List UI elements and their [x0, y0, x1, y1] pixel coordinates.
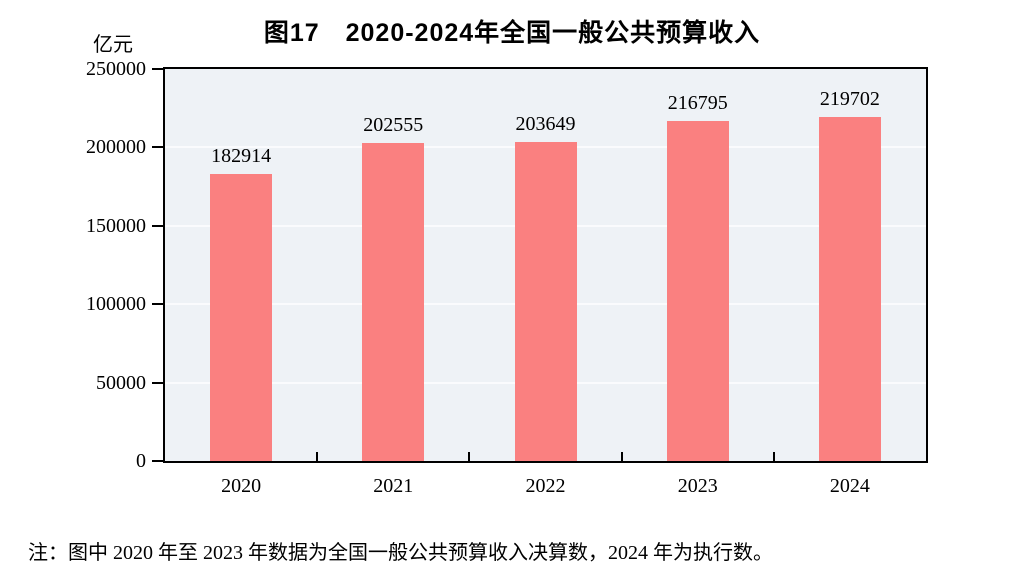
- bar-value-label-2024: 219702: [819, 87, 880, 110]
- plot-area: 182914 202555 203649 216795 219702: [163, 67, 928, 463]
- x-axis-boundary-tick-3: [620, 452, 623, 461]
- x-axis-label-2021: 2021: [373, 475, 414, 497]
- y-axis-unit-label: 亿元: [93, 34, 133, 56]
- y-axis-tick-200000: [152, 146, 163, 149]
- x-axis-label-2024: 2024: [829, 475, 870, 497]
- bar-value-label-2020: 182914: [211, 145, 272, 168]
- y-axis-label-0: 0: [136, 450, 146, 472]
- x-axis-boundary-tick-2: [468, 452, 471, 461]
- x-axis-boundary-tick-4: [772, 452, 775, 461]
- bar-2023: [666, 121, 729, 461]
- y-axis-tick-150000: [152, 224, 163, 227]
- y-axis-label-50000: 50000: [96, 371, 146, 394]
- y-axis-tick-250000: [152, 68, 163, 70]
- y-axis-tick-100000: [152, 303, 163, 306]
- y-axis-label-250000: 250000: [86, 58, 146, 80]
- chart-title: 图17 2020-2024年全国一般公共预算收入: [263, 19, 761, 47]
- x-axis-label-2020: 2020: [221, 475, 262, 497]
- x-axis-label-2022: 2022: [525, 475, 566, 497]
- y-axis-label-200000: 200000: [86, 136, 146, 159]
- y-axis-label-150000: 150000: [86, 214, 146, 237]
- footnote: 注：图中 2020 年至 2023 年数据为全国一般公共预算收入决算数，2024…: [28, 542, 773, 564]
- x-axis-boundary-tick-1: [316, 452, 319, 461]
- y-axis-label-100000: 100000: [86, 293, 146, 316]
- bar-2022: [514, 141, 577, 461]
- bar-value-label-2022: 203649: [515, 112, 576, 135]
- bar-2024: [818, 116, 881, 461]
- y-axis-tick-0: [152, 460, 163, 462]
- y-axis-tick-50000: [152, 381, 163, 384]
- bar-2021: [362, 143, 425, 461]
- bar-value-label-2023: 216795: [667, 92, 728, 115]
- x-axis-label-2023: 2023: [677, 475, 718, 497]
- bar-value-label-2021: 202555: [363, 114, 424, 137]
- bar-2020: [210, 174, 273, 461]
